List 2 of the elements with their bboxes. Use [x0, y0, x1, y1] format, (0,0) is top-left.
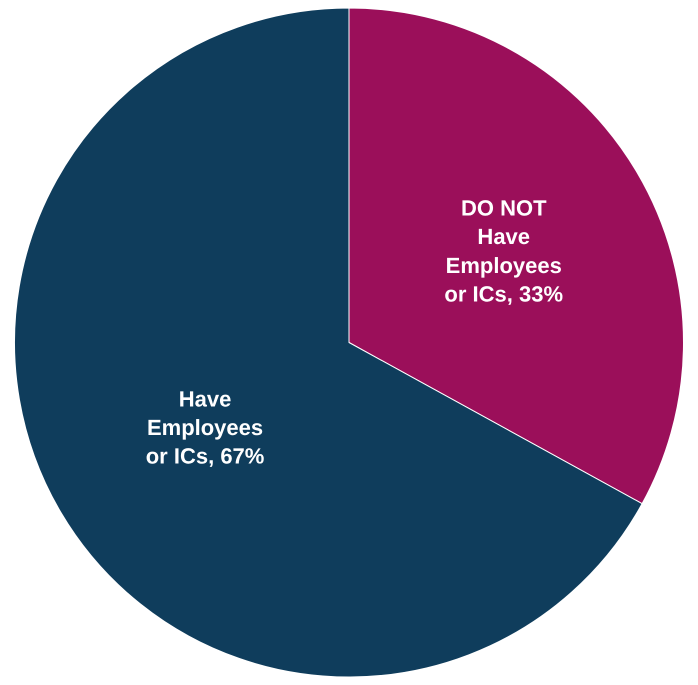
slice-label: DO NOT Have Employees or ICs, 33%: [444, 196, 564, 306]
slice-label: Have Employees or ICs, 67%: [146, 386, 264, 469]
